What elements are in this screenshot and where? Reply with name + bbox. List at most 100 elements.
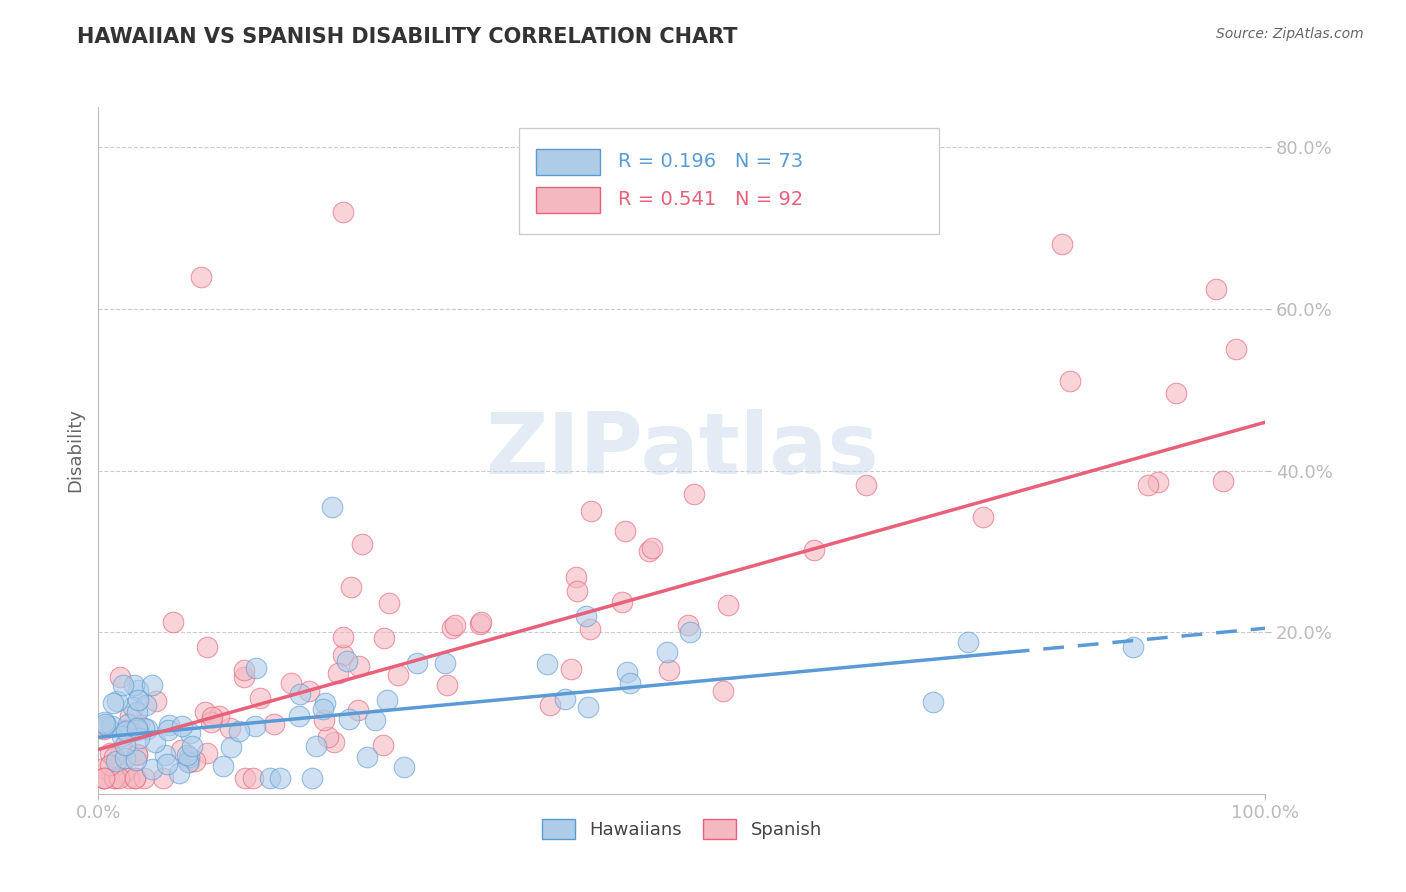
- Point: [118, 771, 141, 785]
- Text: HAWAIIAN VS SPANISH DISABILITY CORRELATION CHART: HAWAIIAN VS SPANISH DISABILITY CORRELATI…: [77, 27, 738, 46]
- Point: [100, 746, 122, 760]
- Point: [356, 750, 378, 764]
- Point: [323, 735, 346, 749]
- Point: [118, 725, 141, 739]
- Point: [314, 696, 336, 710]
- Point: [93, 715, 115, 730]
- Point: [111, 729, 134, 743]
- Point: [1122, 640, 1144, 654]
- Text: Source: ZipAtlas.com: Source: ZipAtlas.com: [1216, 27, 1364, 41]
- Point: [1052, 237, 1074, 252]
- Point: [101, 696, 124, 710]
- Point: [305, 739, 328, 753]
- Point: [93, 723, 115, 737]
- Point: [440, 621, 463, 635]
- Point: [371, 738, 394, 752]
- Point: [375, 693, 398, 707]
- Point: [108, 771, 131, 785]
- Point: [347, 659, 370, 673]
- Point: [127, 723, 149, 738]
- Point: [132, 771, 155, 785]
- Point: [290, 687, 312, 701]
- Point: [122, 700, 145, 714]
- Point: [194, 706, 217, 720]
- Point: [141, 678, 163, 692]
- Point: [127, 693, 149, 707]
- Point: [612, 595, 634, 609]
- Point: [619, 676, 641, 690]
- Point: [105, 754, 128, 768]
- Point: [177, 750, 200, 764]
- Point: [170, 719, 193, 733]
- Point: [1146, 475, 1168, 489]
- Point: [124, 771, 146, 785]
- Point: [162, 615, 184, 629]
- Point: [711, 684, 734, 698]
- Point: [676, 618, 699, 632]
- Point: [1059, 374, 1081, 388]
- Point: [103, 771, 125, 785]
- Point: [575, 608, 598, 623]
- Point: [141, 762, 163, 776]
- Point: [347, 703, 370, 717]
- Point: [616, 665, 638, 680]
- Point: [96, 719, 118, 733]
- Point: [136, 723, 159, 737]
- Point: [93, 771, 115, 785]
- Point: [143, 735, 166, 749]
- Point: [717, 598, 740, 612]
- Point: [118, 709, 141, 723]
- Point: [1137, 478, 1160, 492]
- Point: [387, 668, 409, 682]
- Point: [122, 678, 145, 692]
- Point: [339, 581, 361, 595]
- Point: [115, 723, 138, 738]
- Point: [565, 570, 588, 584]
- Point: [114, 738, 136, 752]
- Point: [436, 678, 458, 692]
- Point: [336, 654, 359, 668]
- Text: R = 0.196   N = 73: R = 0.196 N = 73: [617, 153, 803, 171]
- Point: [134, 721, 156, 735]
- Point: [135, 698, 157, 712]
- Point: [103, 750, 125, 764]
- Point: [233, 771, 256, 785]
- Point: [242, 771, 264, 785]
- Point: [177, 755, 200, 769]
- Point: [328, 665, 350, 680]
- Point: [93, 761, 115, 775]
- Point: [114, 751, 136, 765]
- Point: [128, 731, 150, 745]
- Point: [94, 717, 117, 731]
- Point: [332, 205, 354, 219]
- Point: [195, 640, 218, 654]
- Point: [93, 771, 115, 785]
- Point: [433, 656, 456, 670]
- Point: [93, 771, 115, 785]
- Point: [576, 700, 599, 714]
- Point: [110, 670, 132, 684]
- Point: [921, 695, 943, 709]
- Point: [337, 712, 360, 726]
- Point: [127, 683, 149, 698]
- Point: [392, 760, 415, 774]
- Point: [157, 723, 180, 738]
- Point: [332, 648, 354, 662]
- Point: [321, 500, 343, 514]
- Point: [211, 758, 233, 772]
- Point: [298, 684, 321, 698]
- Text: R = 0.541   N = 92: R = 0.541 N = 92: [617, 190, 803, 210]
- Point: [111, 678, 134, 692]
- Point: [228, 724, 250, 739]
- Point: [125, 753, 148, 767]
- Point: [560, 662, 582, 676]
- Point: [312, 713, 335, 727]
- Point: [114, 723, 136, 738]
- Text: ZIPatlas: ZIPatlas: [485, 409, 879, 492]
- Point: [1166, 385, 1188, 400]
- Point: [554, 691, 576, 706]
- Point: [245, 661, 267, 675]
- Point: [157, 718, 180, 732]
- Point: [638, 544, 661, 558]
- Point: [201, 710, 224, 724]
